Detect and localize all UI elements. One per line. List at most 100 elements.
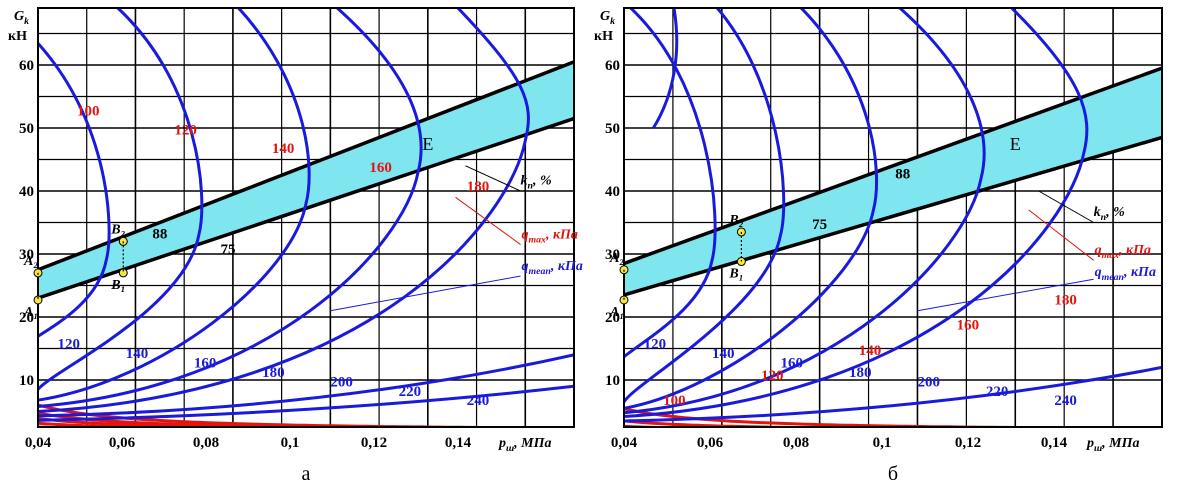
y-tick-label: 20 bbox=[605, 310, 620, 326]
x-tick-label: 0,1 bbox=[873, 435, 892, 451]
blue-curve-label: 120 bbox=[644, 337, 667, 353]
blue-curve-label: 240 bbox=[1054, 393, 1077, 409]
band-label: Е bbox=[422, 134, 433, 154]
y-axis-unit: кН bbox=[594, 29, 613, 44]
x-tick-label: 0,12 bbox=[361, 435, 387, 451]
red-curve-label: 120 bbox=[761, 368, 784, 384]
legend-q-mean-leader bbox=[917, 278, 1094, 312]
point-label: A₁ bbox=[23, 305, 38, 320]
blue-curve-240 bbox=[38, 384, 574, 422]
y-axis-symbol: Gk bbox=[600, 9, 615, 27]
x-tick-label: 0,12 bbox=[955, 435, 981, 451]
blue-curve-180 bbox=[38, 8, 423, 408]
blue-curve-200 bbox=[38, 8, 530, 413]
red-curve-label: 140 bbox=[859, 343, 882, 359]
point-label: B₁ bbox=[110, 278, 125, 293]
efficiency-band-E bbox=[624, 68, 1162, 295]
x-tick-label: 0,04 bbox=[25, 435, 52, 451]
point-label: A₂ bbox=[23, 254, 38, 269]
y-tick-label: 60 bbox=[605, 58, 620, 74]
blue-curve-label: 140 bbox=[126, 346, 149, 362]
blue-curve-240 bbox=[624, 365, 1162, 423]
y-tick-label: 50 bbox=[19, 121, 34, 137]
blue-curve-label: 200 bbox=[330, 374, 353, 390]
red-curve-140 bbox=[38, 416, 380, 427]
red-curve-100 bbox=[624, 430, 1162, 431]
blue-curve-180 bbox=[624, 8, 879, 410]
plot-frame bbox=[37, 7, 575, 428]
x-tick-label: 0,1 bbox=[281, 435, 300, 451]
blue-curve-label: 220 bbox=[986, 384, 1009, 400]
y-tick-label: 30 bbox=[19, 247, 34, 263]
point-marker bbox=[619, 295, 629, 305]
blue-curve-label: 180 bbox=[262, 365, 285, 381]
y-tick-label: 40 bbox=[19, 184, 34, 200]
panel-1: 0,04 0,06 0,08 0,1 0,12 0,14 10 20 30 40 50 60 Gk кН p… bbox=[8, 7, 583, 485]
y-tick-label: 10 bbox=[605, 373, 620, 389]
k-label-88: 88 bbox=[152, 226, 167, 242]
x-tick-label: 0,14 bbox=[1041, 435, 1068, 451]
x-tick-label: 0,08 bbox=[193, 435, 219, 451]
legend-q-mean-leader bbox=[330, 275, 521, 312]
blue-curve-160 bbox=[38, 8, 311, 402]
x-tick-label: 0,14 bbox=[445, 435, 472, 451]
point-label: B₂ bbox=[110, 222, 125, 237]
k-label-75: 75 bbox=[221, 242, 236, 258]
blue-curve-160 bbox=[624, 8, 786, 403]
blue-curve-label: 240 bbox=[467, 393, 490, 409]
band-upper-edge bbox=[38, 60, 574, 272]
red-curve-label: 180 bbox=[467, 179, 490, 195]
red-curve-label: 180 bbox=[1054, 292, 1077, 308]
blue-curve-200 bbox=[624, 8, 986, 415]
legend-k: kп, % bbox=[521, 174, 552, 192]
plot-frame bbox=[623, 7, 1163, 428]
blue-curve-220 bbox=[38, 353, 574, 418]
red-curve-label: 160 bbox=[369, 160, 392, 176]
band-lower-edge bbox=[624, 135, 1162, 297]
legend-q-max-leader bbox=[455, 196, 521, 245]
x-tick-label: 0,08 bbox=[783, 435, 809, 451]
red-curve-label: 160 bbox=[957, 318, 980, 334]
blue-curve-120 bbox=[38, 41, 111, 371]
blue-curve-label: 220 bbox=[399, 384, 422, 400]
point-label: B₂ bbox=[728, 213, 743, 228]
blue-curve-label: 160 bbox=[781, 355, 804, 371]
legend-q-max-leader bbox=[1028, 209, 1094, 261]
efficiency-band-E bbox=[38, 61, 574, 299]
red-curve-120 bbox=[624, 429, 1162, 431]
legend-q-max: qmax, кПа bbox=[1095, 243, 1151, 261]
blue-curve-label: 140 bbox=[712, 346, 735, 362]
x-axis-label: pш, МПа bbox=[1086, 436, 1140, 454]
plot-area bbox=[38, 8, 574, 427]
y-tick-label: 60 bbox=[19, 58, 34, 74]
grid bbox=[38, 8, 574, 427]
red-curve-label: 100 bbox=[663, 393, 686, 409]
blue-series-group bbox=[38, 8, 574, 422]
y-tick-label: 40 bbox=[605, 184, 620, 200]
legend-k: kп, % bbox=[1094, 205, 1125, 223]
blue-curve-label: 200 bbox=[917, 374, 940, 390]
legend-q-mean: qmean, кПа bbox=[1095, 265, 1156, 283]
point-marker bbox=[118, 268, 128, 278]
panel-label: а bbox=[302, 463, 311, 485]
blue-curve-120 bbox=[652, 8, 679, 129]
red-curve-label: 100 bbox=[77, 103, 100, 119]
point-marker bbox=[33, 295, 43, 305]
legend-q-max: qmax, кПа bbox=[522, 227, 578, 245]
k-label-88: 88 bbox=[895, 166, 910, 182]
point-label: A₂ bbox=[609, 251, 624, 266]
blue-curve-label: 180 bbox=[849, 365, 872, 381]
y-tick-label: 50 bbox=[605, 121, 620, 137]
red-curve-160 bbox=[624, 419, 900, 427]
blue-curve-140 bbox=[38, 8, 204, 391]
blue-curve-220 bbox=[624, 8, 1089, 419]
x-tick-label: 0,06 bbox=[697, 435, 724, 451]
legend-q-mean: qmean, кПа bbox=[522, 259, 583, 277]
legend-k-leader bbox=[1038, 190, 1094, 223]
panel-2: 0,04 0,06 0,08 0,1 0,12 0,14 10 20 30 40 50 60 Gk кН p… bbox=[594, 7, 1163, 485]
x-axis-label: pш, МПа bbox=[498, 436, 552, 454]
y-tick-label: 20 bbox=[19, 310, 34, 326]
blue-curve-140 bbox=[624, 8, 717, 387]
y-tick-label: 10 bbox=[19, 373, 34, 389]
